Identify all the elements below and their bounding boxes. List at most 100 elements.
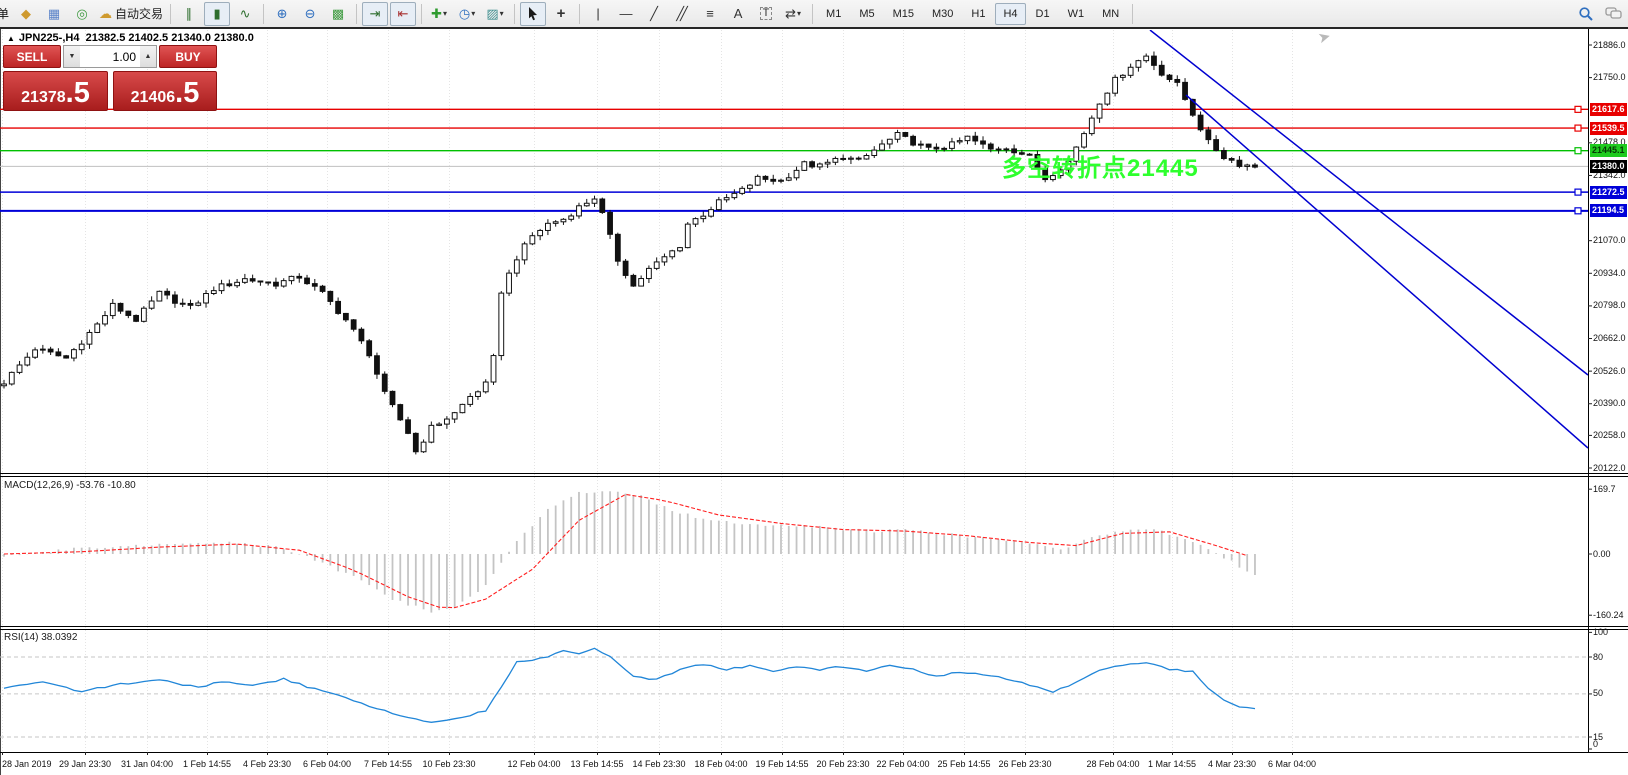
rsi-tick-label: 80 xyxy=(1593,651,1604,662)
toolbar-separator xyxy=(170,3,172,24)
toolbar-separator xyxy=(1132,3,1134,24)
chart-symbol-period: JPN225-,H4 xyxy=(18,32,80,44)
time-axis-label: 4 Feb 23:30 xyxy=(242,759,292,769)
rsi-tick-label: 50 xyxy=(1593,688,1604,699)
chart-shift-icon[interactable]: ⇤ xyxy=(390,1,417,26)
window-left-edge xyxy=(0,29,1,775)
rsi-tick-label: 15 xyxy=(1593,731,1604,742)
macd-tick-label: 169.7 xyxy=(1593,483,1616,494)
macd-indicator-label: MACD(12,26,9) -53.76 -10.80 xyxy=(4,480,136,491)
line-chart-icon[interactable]: ∿ xyxy=(239,6,251,21)
timeframe-m5[interactable]: M5 xyxy=(859,7,875,20)
rsi-tick-label: 100 xyxy=(1593,626,1609,637)
one-click-trading-panel: SELL ▼ 1.00 ▲ BUY 21378.5 21406.5 xyxy=(3,45,217,111)
chat-icon[interactable] xyxy=(1601,2,1627,26)
timeframe-m1[interactable]: M1 xyxy=(826,7,842,20)
periods-icon[interactable]: ◷ ▾ xyxy=(458,6,476,21)
sell-button[interactable]: SELL xyxy=(3,45,61,68)
add-indicator-icon[interactable]: ✚ ▾ xyxy=(431,6,447,21)
price-line-badge: 21617.6 xyxy=(1590,102,1627,116)
macd-tick-label: 0.00 xyxy=(1593,548,1611,559)
macd-tick-label: -160.24 xyxy=(1593,609,1624,620)
toolbar: 单 ◆ ▦ ◎ ☁ 自动交易 ∥ ▮ ∿ ⊕ ⊖ ▩ ⇥ ⇤ ✚ ▾ ◷ ▾ ▨ ▾ + | — ╱ ╱╱ ≡ A T ⇄ ▾ M1 M5 M1… xyxy=(0,0,1628,27)
periods-icon-dropdown[interactable]: ▾ xyxy=(471,8,476,18)
sell-price-button[interactable]: 21378.5 xyxy=(3,71,108,111)
autotrade-label: 自动交易 xyxy=(115,6,164,21)
template-icon[interactable]: ▨ ▾ xyxy=(486,6,504,21)
price-tick-label: 20798.0 xyxy=(1593,300,1626,311)
horizontal-line-icon[interactable]: — xyxy=(619,6,633,21)
chart-ohlc-values: 21382.5 21402.5 21340.0 21380.0 xyxy=(85,32,254,44)
text-icon[interactable]: A xyxy=(733,6,743,21)
buy-price-button[interactable]: 21406.5 xyxy=(113,71,217,111)
volume-increase-button[interactable]: ▲ xyxy=(140,46,156,67)
rsi-indicator-label: RSI(14) 38.0392 xyxy=(4,632,78,643)
toolbar-separator xyxy=(812,3,814,24)
arrows-icon-dropdown[interactable]: ▾ xyxy=(796,8,801,18)
price-tick-label: 20526.0 xyxy=(1593,365,1626,376)
time-axis-label: 28 Feb 04:00 xyxy=(1086,759,1140,769)
time-axis-label: 1 Mar 14:55 xyxy=(1147,759,1197,769)
time-axis-label: 25 Feb 14:55 xyxy=(937,759,991,769)
new-order-button[interactable]: 单 xyxy=(0,7,10,21)
timeframe-m30[interactable]: M30 xyxy=(932,7,954,20)
vertical-line-icon[interactable]: | xyxy=(596,6,600,21)
buy-price-frac: .5 xyxy=(175,77,200,109)
price-line-badge: 21539.5 xyxy=(1590,121,1627,135)
zoom-out-icon[interactable]: ⊖ xyxy=(304,6,316,21)
timeframe-m15[interactable]: M15 xyxy=(892,7,914,20)
price-tick-label: 21070.0 xyxy=(1593,235,1626,246)
text-label-icon[interactable]: T xyxy=(753,2,779,26)
sell-price-frac: .5 xyxy=(65,77,90,109)
timeframe-w1[interactable]: W1 xyxy=(1067,7,1085,20)
time-axis-label: 1 Feb 14:55 xyxy=(182,759,232,769)
buy-button[interactable]: BUY xyxy=(159,45,217,68)
arrows-icon[interactable]: ⇄ ▾ xyxy=(785,6,801,21)
crosshair-icon[interactable]: + xyxy=(556,5,566,22)
volume-decrease-button[interactable]: ▼ xyxy=(64,46,80,67)
equidistant-channel-icon[interactable]: ╱╱ xyxy=(676,6,687,21)
time-axis-label: 28 Jan 2019 xyxy=(2,759,52,769)
trendline-icon[interactable]: ╱ xyxy=(650,6,658,21)
time-axis-label: 26 Feb 23:30 xyxy=(998,759,1052,769)
price-line-badge: 21380.0 xyxy=(1590,159,1627,173)
price-tick-label: 20662.0 xyxy=(1593,333,1626,343)
time-axis-label: 20 Feb 23:30 xyxy=(816,759,870,769)
turning-point-annotation: 多空转折点21445 xyxy=(1002,155,1199,182)
data-window-icon[interactable]: ▦ xyxy=(47,6,61,21)
timeframe-mn[interactable]: MN xyxy=(1102,7,1120,20)
time-axis-label: 18 Feb 04:00 xyxy=(694,759,748,769)
timeframe-d1[interactable]: D1 xyxy=(1035,7,1050,20)
autotrade-icon[interactable]: ☁ 自动交易 xyxy=(99,6,164,21)
auto-scroll-icon[interactable]: ⇥ xyxy=(362,1,389,26)
volume-value[interactable]: 1.00 xyxy=(112,49,136,64)
price-tick-label: 20122.0 xyxy=(1593,462,1626,473)
price-tick-label: 20258.0 xyxy=(1593,429,1626,440)
price-tick-label: 21342.0 xyxy=(1593,169,1626,180)
time-axis-label: 6 Mar 04:00 xyxy=(1267,759,1317,769)
navigator-icon[interactable]: ◎ xyxy=(76,6,88,21)
time-axis-label: 13 Feb 14:55 xyxy=(570,759,624,769)
market-watch-icon[interactable]: ◆ xyxy=(21,6,32,21)
rsi-tick-label: 0 xyxy=(1593,738,1599,749)
timeframe-h1[interactable]: H1 xyxy=(971,7,986,20)
template-icon-dropdown[interactable]: ▾ xyxy=(499,8,504,18)
price-tick-label: 20934.0 xyxy=(1593,267,1626,278)
search-icon[interactable] xyxy=(1573,2,1599,26)
cursor-icon[interactable] xyxy=(520,1,547,26)
toolbar-separator xyxy=(579,3,581,24)
collapse-panel-icon[interactable]: ▲ xyxy=(7,34,15,43)
add-indicator-icon-dropdown[interactable]: ▾ xyxy=(442,8,447,18)
volume-stepper: ▼ 1.00 ▲ xyxy=(63,45,157,68)
timeframe-h4[interactable]: H4 xyxy=(995,2,1026,25)
zoom-in-icon[interactable]: ⊕ xyxy=(276,6,288,21)
bar-chart-icon[interactable]: ∥ xyxy=(185,6,193,21)
candlestick-chart-icon[interactable]: ▮ xyxy=(204,1,231,26)
time-axis-label: 12 Feb 04:00 xyxy=(507,759,561,769)
time-axis-label: 29 Jan 23:30 xyxy=(58,759,112,769)
price-line-badge: 21272.5 xyxy=(1590,185,1627,199)
price-tick-label: 20390.0 xyxy=(1593,398,1626,409)
tile-windows-icon[interactable]: ▩ xyxy=(331,6,345,21)
fibonacci-icon[interactable]: ≡ xyxy=(706,6,714,21)
